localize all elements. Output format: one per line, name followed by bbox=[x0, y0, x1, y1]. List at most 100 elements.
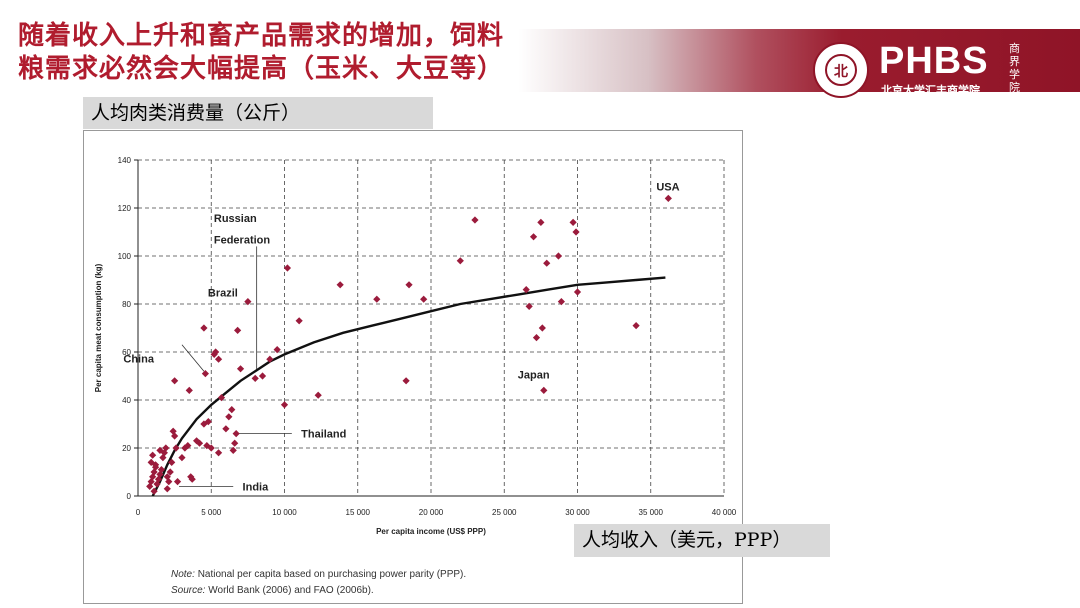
data-point bbox=[171, 432, 179, 440]
data-point bbox=[159, 454, 167, 462]
note-label: Note: bbox=[171, 569, 195, 580]
annotation-label: Thailand bbox=[301, 429, 346, 441]
data-point bbox=[295, 317, 303, 325]
y-tick-label: 20 bbox=[122, 444, 131, 453]
y-tick-label: 120 bbox=[118, 204, 132, 213]
data-point bbox=[232, 430, 240, 438]
logo-subtitle: 北京大学汇丰商学院 bbox=[881, 84, 980, 97]
data-point bbox=[280, 401, 289, 409]
y-tick-label: 140 bbox=[118, 156, 132, 165]
note-text: National per capita based on purchasing … bbox=[197, 569, 467, 580]
data-point bbox=[203, 442, 211, 450]
data-point bbox=[146, 482, 154, 490]
x-tick-label: 25 000 bbox=[492, 508, 517, 517]
y-tick-label: 80 bbox=[122, 300, 131, 309]
data-point bbox=[225, 413, 233, 421]
data-point bbox=[336, 281, 344, 289]
x-tick-label: 20 000 bbox=[419, 508, 444, 517]
annotation-label: Brazil bbox=[208, 288, 238, 300]
x-tick-label: 5 000 bbox=[201, 508, 222, 517]
data-point bbox=[156, 470, 164, 478]
data-point bbox=[572, 228, 580, 236]
annotation-label: India bbox=[243, 481, 270, 493]
data-point bbox=[187, 473, 195, 481]
university-seal-icon: 北 bbox=[813, 42, 869, 98]
x-tick-label: 35 000 bbox=[639, 508, 664, 517]
x-tick-label: 30 000 bbox=[565, 508, 590, 517]
data-point bbox=[532, 334, 541, 342]
chart-source: Source: World Bank (2006) and FAO (2006b… bbox=[171, 585, 374, 596]
data-point bbox=[163, 485, 171, 493]
data-point bbox=[200, 324, 208, 332]
data-point bbox=[420, 295, 428, 303]
annotation-label: Russian bbox=[214, 213, 257, 225]
data-point bbox=[266, 355, 274, 363]
data-point bbox=[228, 406, 236, 414]
data-point bbox=[234, 326, 242, 334]
phbs-logo: 北 PHBS 北京大学汇丰商学院 商界学院 bbox=[813, 40, 1053, 102]
data-point bbox=[525, 302, 533, 310]
y-tick-label: 100 bbox=[118, 252, 132, 261]
data-point bbox=[314, 391, 322, 399]
data-point bbox=[543, 259, 551, 267]
x-axis-title: Per capita income (US$ PPP) bbox=[376, 527, 486, 536]
data-point bbox=[178, 454, 186, 462]
data-point bbox=[405, 281, 413, 289]
header-gradient-bar bbox=[0, 29, 1080, 92]
data-point bbox=[251, 374, 259, 382]
data-point bbox=[229, 446, 237, 454]
data-point bbox=[163, 473, 171, 481]
data-point bbox=[149, 451, 157, 459]
annotation-label: Japan bbox=[518, 369, 550, 381]
seal-glyph: 北 bbox=[834, 64, 848, 80]
data-point bbox=[471, 216, 479, 224]
slide-header: 随着收入上升和畜产品需求的增加，饲料 粮需求必然会大幅提高（玉米、大豆等） 北 … bbox=[0, 0, 1080, 98]
data-point bbox=[172, 444, 180, 452]
data-point bbox=[522, 286, 530, 294]
data-point bbox=[168, 458, 176, 466]
source-text: World Bank (2006) and FAO (2006b). bbox=[208, 585, 374, 596]
data-point bbox=[171, 377, 179, 385]
data-point bbox=[456, 257, 464, 265]
data-point bbox=[157, 466, 166, 474]
data-point bbox=[150, 487, 158, 495]
data-point bbox=[217, 394, 226, 402]
x-tick-label: 15 000 bbox=[346, 508, 371, 517]
data-point bbox=[201, 370, 209, 378]
data-point bbox=[258, 372, 267, 380]
data-point bbox=[402, 377, 410, 385]
data-point bbox=[193, 437, 201, 445]
data-point bbox=[554, 252, 563, 260]
x-tick-label: 0 bbox=[136, 508, 141, 517]
data-point bbox=[184, 442, 192, 450]
data-point bbox=[166, 468, 174, 476]
data-point bbox=[169, 427, 177, 435]
y-axis-title: Per capita meat consumption (kg) bbox=[94, 263, 103, 392]
data-point bbox=[195, 439, 204, 447]
x-tick-label: 40 000 bbox=[712, 508, 737, 517]
data-point bbox=[236, 365, 245, 373]
y-tick-label: 60 bbox=[122, 348, 131, 357]
data-point bbox=[214, 355, 223, 363]
data-point bbox=[529, 233, 538, 241]
annotation-label: Federation bbox=[214, 235, 271, 247]
y-tick-label: 40 bbox=[122, 396, 131, 405]
logo-brand-text: PHBS bbox=[879, 40, 989, 82]
data-point bbox=[147, 458, 155, 466]
logo-calligraphy: 商界学院 bbox=[1009, 42, 1020, 94]
data-point bbox=[569, 218, 577, 226]
data-point bbox=[156, 446, 164, 454]
data-point bbox=[162, 444, 170, 452]
scatter-chart: 0 5 000 10 000 15 000 20 000 25 000 30 000 35 0… bbox=[94, 156, 737, 536]
data-point bbox=[207, 444, 215, 452]
data-point bbox=[573, 288, 582, 296]
data-point bbox=[664, 194, 672, 202]
slide-title: 随着收入上升和畜产品需求的增加，饲料 粮需求必然会大幅提高（玉米、大豆等） bbox=[18, 20, 618, 86]
x-tick-label: 10 000 bbox=[272, 508, 297, 517]
chart-note: Note: National per capita based on purch… bbox=[171, 569, 466, 580]
data-point bbox=[222, 425, 230, 433]
annotation-label: China bbox=[123, 354, 154, 366]
data-point bbox=[154, 475, 163, 483]
data-point bbox=[540, 386, 548, 394]
data-point bbox=[212, 348, 220, 356]
